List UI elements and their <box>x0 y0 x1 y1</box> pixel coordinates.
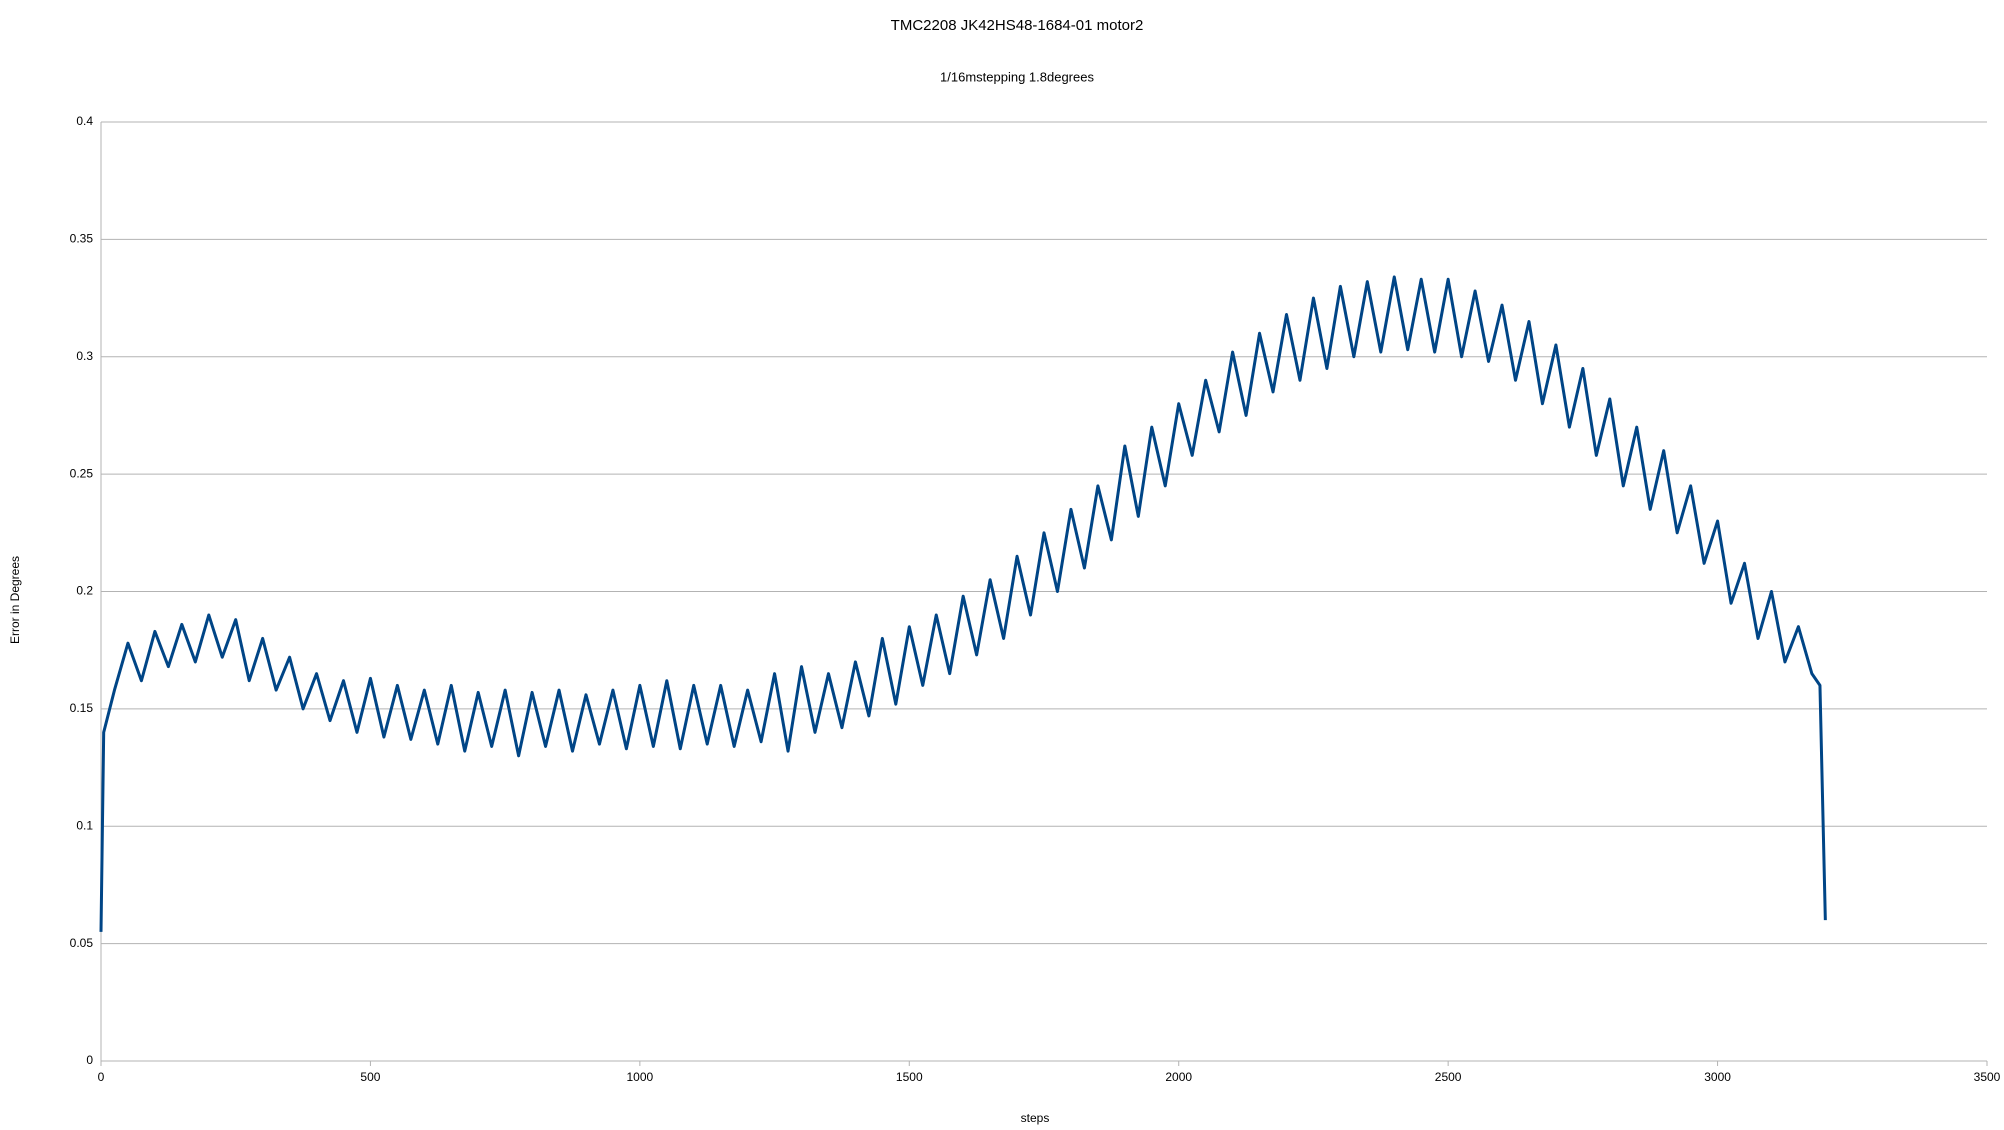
y-tick-label: 0.05 <box>70 936 94 950</box>
chart-subtitle: 1/16mstepping 1.8degrees <box>940 69 1094 84</box>
data-line <box>99 275 1827 932</box>
y-tick-label: 0.35 <box>70 232 94 246</box>
chart-title: TMC2208 JK42HS48-1684-01 motor2 <box>891 17 1144 34</box>
x-tick-label: 500 <box>360 1070 380 1084</box>
x-axis-label: steps <box>1021 1111 1050 1125</box>
y-axis-label: Error in Degrees <box>8 556 22 644</box>
x-tick-label: 1500 <box>896 1070 923 1084</box>
x-tick-label: 3500 <box>1974 1070 2001 1084</box>
x-tick-label: 3000 <box>1704 1070 1731 1084</box>
y-tick-label: 0.3 <box>76 349 93 363</box>
y-tick-label: 0.25 <box>70 466 94 480</box>
x-tick-label: 2500 <box>1435 1070 1462 1084</box>
y-tick-label: 0 <box>86 1053 93 1067</box>
y-tick-label: 0.4 <box>76 114 93 128</box>
y-tick-label: 0.2 <box>76 584 93 598</box>
y-tick-label: 0.1 <box>76 818 93 832</box>
y-tick-label: 0.15 <box>70 701 94 715</box>
x-tick-label: 0 <box>98 1070 105 1084</box>
x-tick-label: 1000 <box>627 1070 654 1084</box>
x-tick-label: 2000 <box>1165 1070 1192 1084</box>
